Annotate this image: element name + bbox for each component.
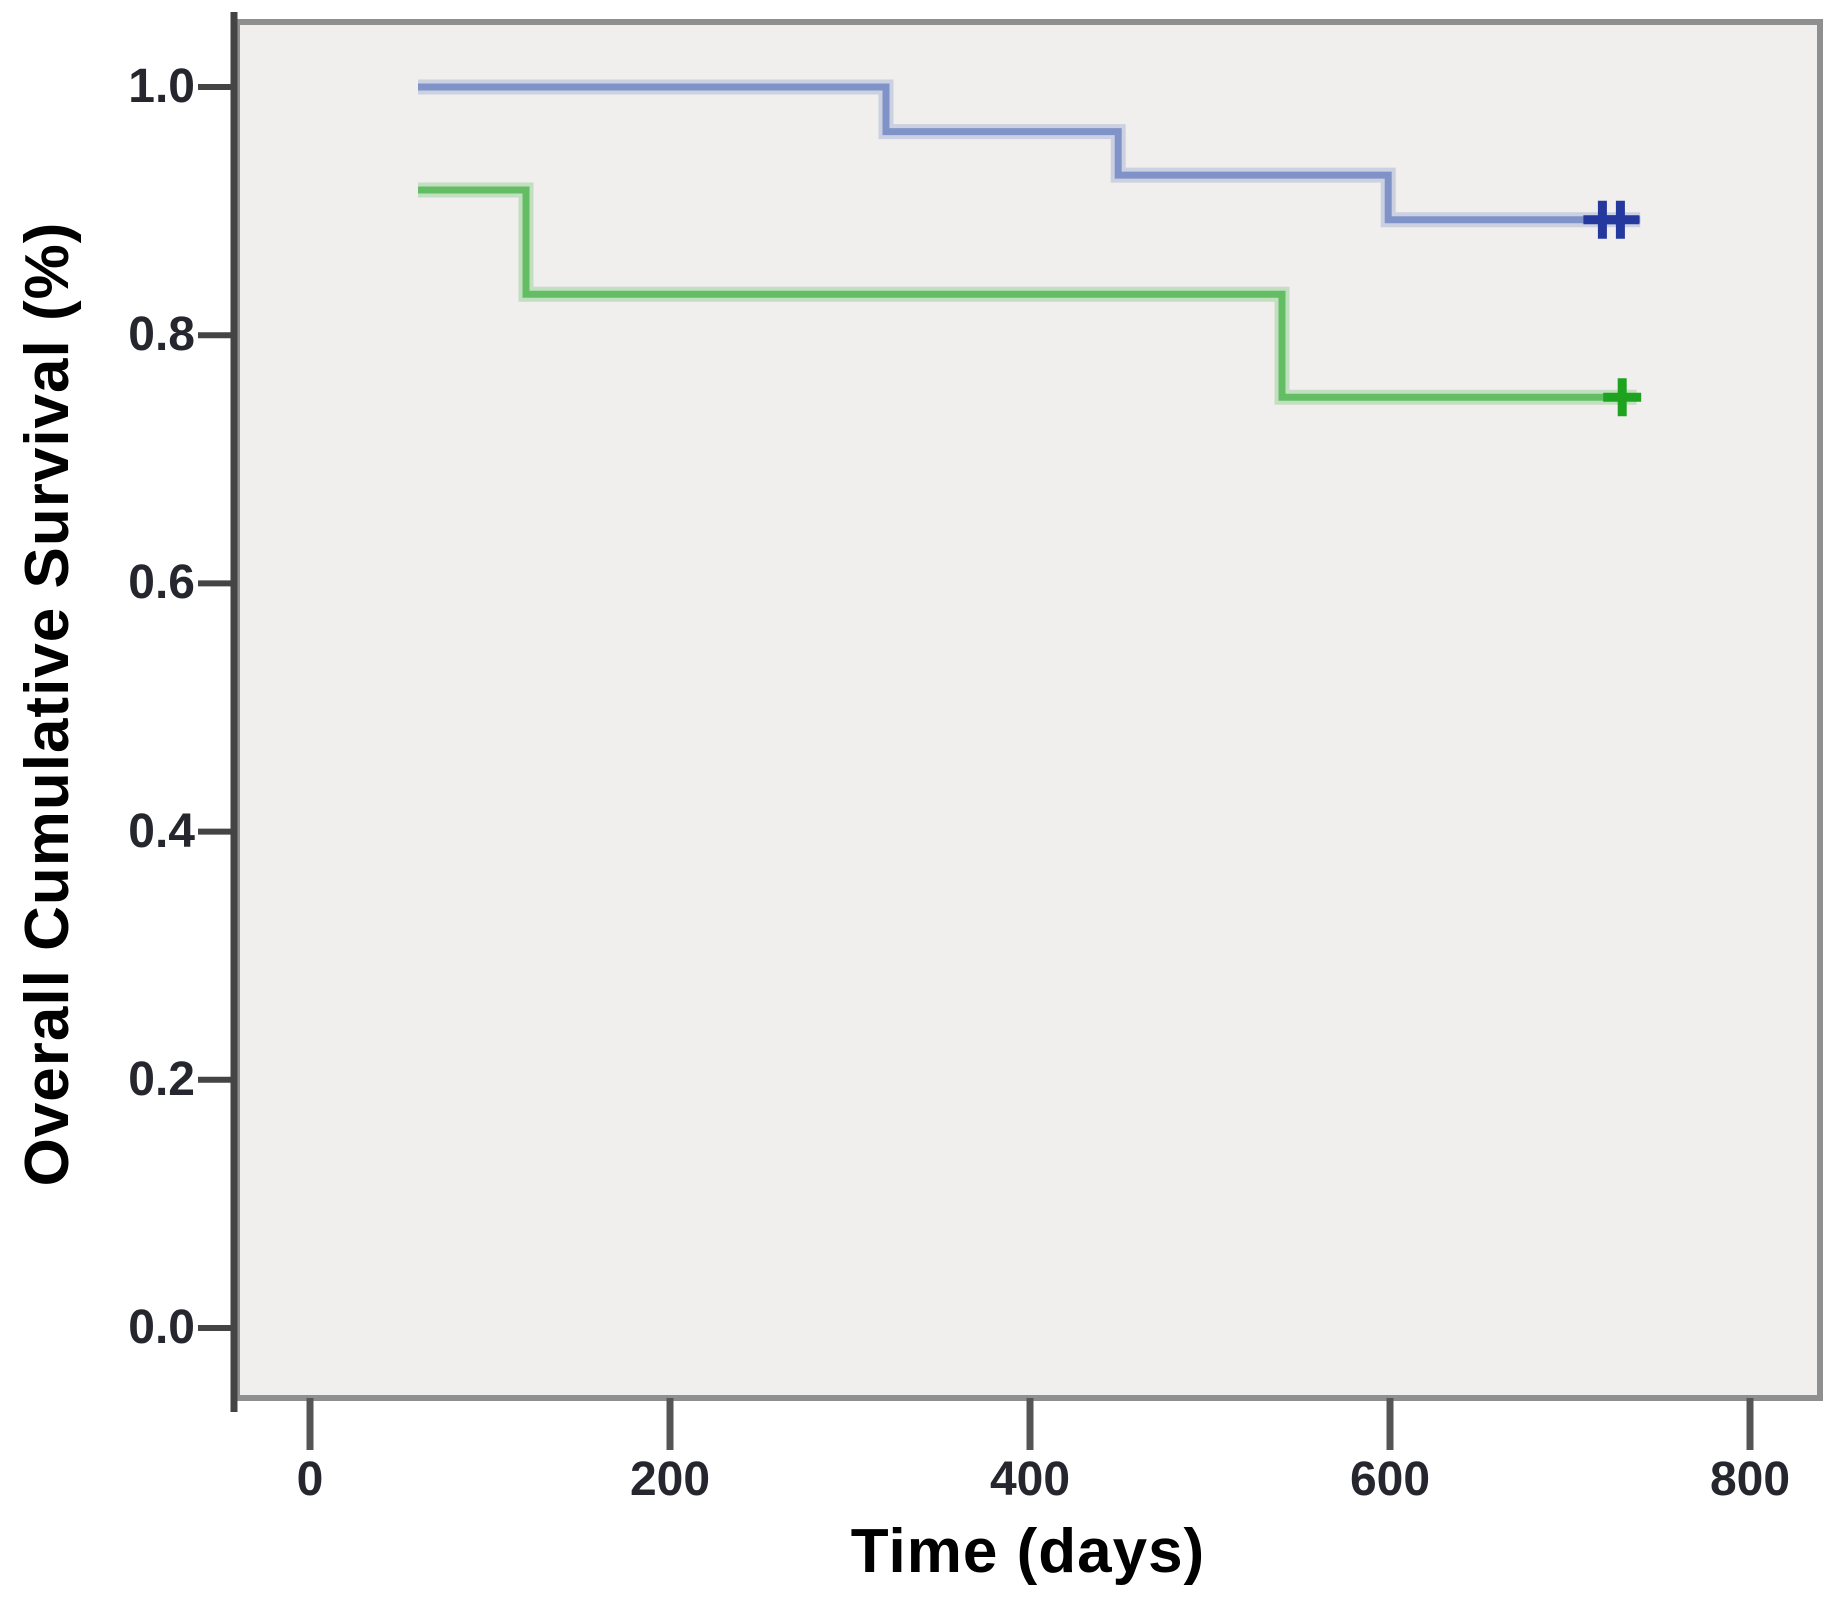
blue-cohort-line [418,83,1641,224]
y-tick-label: 0.6 [128,556,195,610]
x-tick-label: 0 [296,1453,324,1506]
x-axis-title: Time (days) [850,1517,1206,1586]
green-cohort-line [418,186,1637,401]
x-tick-label: 200 [629,1453,711,1506]
y-tick-label: 1.0 [128,60,195,113]
y-tick-label: 0.4 [128,804,195,858]
y-axis-title: Overall Cumulative Survival (%) [13,221,82,1187]
x-tick-label: 600 [1349,1453,1431,1506]
y-tick-label: 0.8 [128,308,195,362]
y-tick-label: 0.0 [128,1301,195,1354]
x-tick-label: 800 [1709,1453,1791,1506]
plot-area-background [237,22,1820,1398]
y-tick-label: 0.2 [128,1052,195,1106]
x-tick-label: 400 [989,1453,1071,1506]
